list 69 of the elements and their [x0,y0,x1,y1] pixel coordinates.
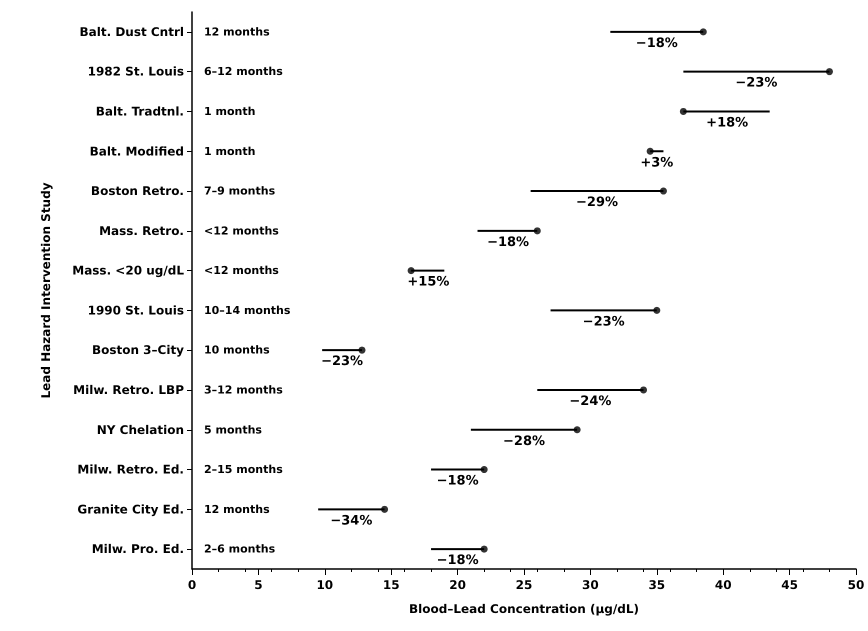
point [358,346,366,354]
x-tick-label: 0 [188,578,196,592]
x-tick-label: 45 [781,578,798,592]
y-tick-label: Boston 3–City [92,343,184,358]
point [480,546,488,553]
annotation: −18% [436,553,479,568]
annotation: 10–14 months [204,304,291,317]
x-tick-label: 20 [449,578,466,592]
x-tick-label: 40 [714,578,732,592]
x-tick-label: 15 [382,578,400,592]
annotation: <12 months [204,264,280,278]
x-axis-title: Blood–Lead Concentration (μg/dL) [409,602,639,616]
annotation: −18% [636,36,678,51]
point [700,28,707,36]
y-axis-title: Lead Hazard Intervention Study [39,182,53,399]
x-tick-label: 10 [316,578,334,592]
point [680,108,687,115]
annotation: −23% [321,354,364,370]
annotation: 2–15 months [204,463,284,476]
annotation: −34% [330,513,372,528]
y-tick-label: Balt. Dust Cntrl [79,24,184,39]
annotation: −29% [576,195,618,210]
x-tick-label: 35 [648,578,666,592]
annotation: −18% [487,234,530,250]
y-tick-label: 1990 St. Louis [88,303,184,318]
point [574,426,581,434]
annotation: 7–9 months [204,184,276,198]
point [660,188,667,195]
point [640,386,648,394]
annotation: 3–12 months [204,383,284,396]
y-tick-label: Mass. Retro. [99,224,184,238]
y-tick-label: Balt. Tradtnl. [96,104,184,118]
y-tick-label: Mass. <20 ug/dL [72,264,184,278]
point [826,68,833,76]
annotation: 1 month [204,104,256,118]
y-tick-label: NY Chelation [96,422,184,437]
y-tick-label: Balt. Modified [90,144,184,158]
x-tick-label: 5 [254,578,263,592]
annotation: −28% [502,434,546,449]
annotation: +3% [640,155,674,170]
y-tick-label: Granite City Ed. [77,502,184,516]
annotation: −24% [569,394,612,409]
annotation: 10 months [204,344,270,357]
point [480,466,488,474]
x-tick-label: 25 [516,578,532,592]
annotation: 1 month [204,144,256,158]
point [646,148,654,155]
point [534,227,541,234]
annotation: 2–6 months [204,542,276,556]
annotation: −23% [735,76,778,91]
point [653,306,660,314]
annotation: +15% [407,274,450,290]
annotation: 12 months [204,502,270,516]
annotation: −18% [436,474,479,489]
point [381,506,388,513]
annotation: 12 months [204,25,270,38]
y-tick-label: Milw. Retro. Ed. [77,462,184,477]
point [408,267,415,274]
y-tick-label: Boston Retro. [90,184,184,198]
annotation: 6–12 months [204,65,284,78]
y-tick-label: Milw. Retro. LBP [73,382,184,397]
x-tick-label: 50 [848,578,864,592]
x-tick-label: 30 [582,578,599,592]
y-tick-label: 1982 St. Louis [88,64,184,79]
annotation: −23% [582,314,625,330]
annotation: <12 months [204,224,280,238]
y-tick-label: Milw. Pro. Ed. [92,542,184,556]
annotation: 5 months [204,423,262,436]
annotation: +18% [706,115,748,130]
